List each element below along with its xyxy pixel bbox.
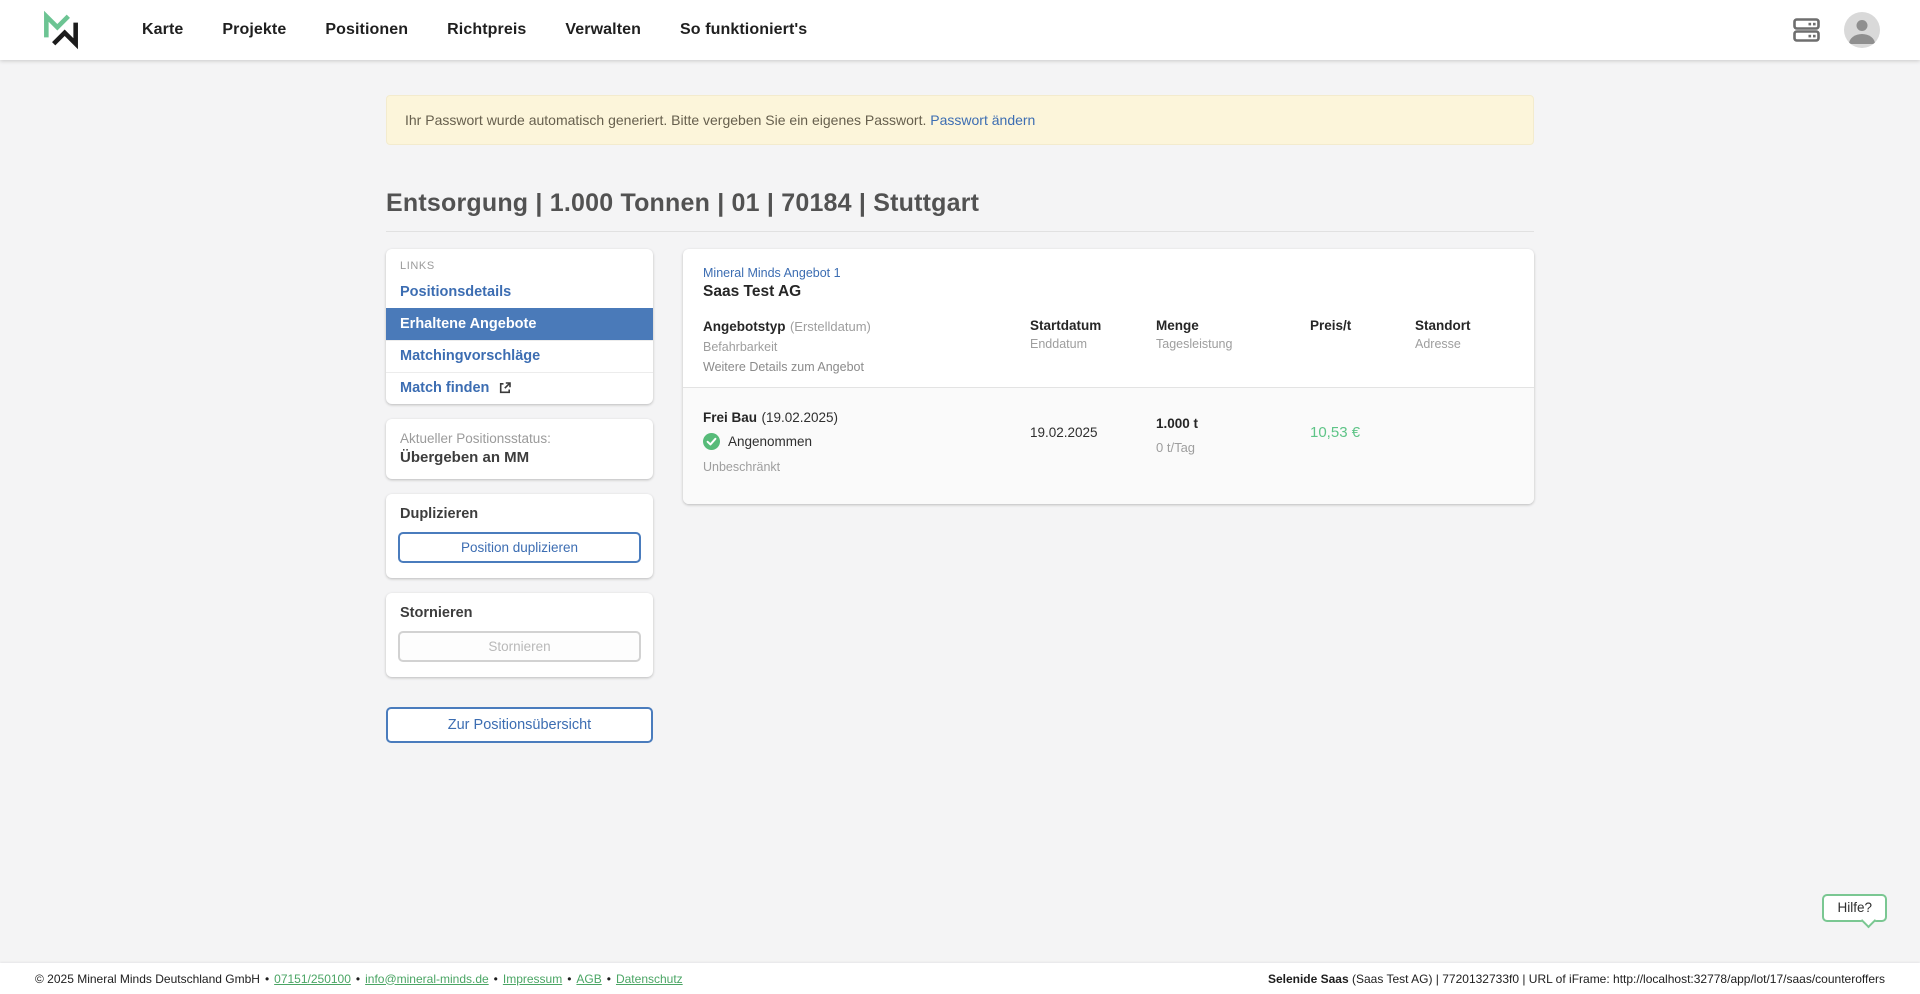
- nav-positionen[interactable]: Positionen: [325, 21, 409, 38]
- col-startdatum: Startdatum Enddatum: [1030, 318, 1156, 374]
- footer-datenschutz-link[interactable]: Datenschutz: [615, 971, 683, 986]
- sidebar-item-label: Matchingvorschläge: [400, 348, 541, 364]
- sidebar-item-positionsdetails[interactable]: Positionsdetails: [386, 277, 653, 308]
- app-header: Karte Projekte Positionen Richtpreis Ver…: [0, 0, 1920, 60]
- offer-price: 10,53 €: [1310, 424, 1361, 441]
- password-warning-banner: Ihr Passwort wurde automatisch generiert…: [386, 95, 1534, 145]
- server-icon[interactable]: [1793, 17, 1820, 43]
- col-standort: Standort Adresse: [1415, 318, 1514, 374]
- col-angebotstyp-label: Angebotstyp: [703, 319, 786, 334]
- footer-agb-link[interactable]: AGB: [576, 971, 602, 986]
- nav-richtpreis[interactable]: Richtpreis: [447, 21, 527, 38]
- status-card: Aktueller Positionsstatus: Übergeben an …: [386, 419, 653, 479]
- col-startdatum-label: Startdatum: [1030, 318, 1102, 333]
- offer-type: Frei Bau: [703, 410, 758, 425]
- sidebar: LINKS Positionsdetails Erhaltene Angebot…: [386, 249, 653, 743]
- help-button[interactable]: Hilfe?: [1822, 894, 1887, 922]
- banner-text: Ihr Passwort wurde automatisch generiert…: [405, 112, 927, 128]
- page-content: Ihr Passwort wurde automatisch generiert…: [386, 95, 1534, 743]
- cancel-title: Stornieren: [400, 605, 473, 621]
- main-nav: Karte Projekte Positionen Richtpreis Ver…: [142, 21, 1793, 39]
- footer-separator: •: [606, 971, 611, 986]
- duplicate-title: Duplizieren: [400, 506, 479, 522]
- footer-impressum-link[interactable]: Impressum: [502, 971, 563, 986]
- footer-session-details: (Saas Test AG) | 7720132733f0 | URL of i…: [1348, 971, 1885, 986]
- col-menge-label: Menge: [1156, 318, 1199, 333]
- nav-verwalten[interactable]: Verwalten: [565, 21, 641, 38]
- offer-table-header: Angebotstyp (Erstelldatum) Befahrbarkeit…: [683, 301, 1534, 387]
- page-title: Entsorgung | 1.000 Tonnen | 01 | 70184 |…: [386, 189, 980, 217]
- col-adresse-label: Adresse: [1415, 337, 1461, 351]
- person-icon: [1849, 20, 1875, 44]
- col-enddatum-label: Enddatum: [1030, 337, 1087, 351]
- footer-copyright: © 2025 Mineral Minds Deutschland GmbH: [35, 971, 260, 986]
- status-value: Übergeben an MM: [400, 449, 530, 466]
- cancel-card: Stornieren Stornieren: [386, 593, 653, 677]
- status-label: Aktueller Positionsstatus:: [400, 431, 551, 446]
- col-menge: Menge Tagesleistung: [1156, 318, 1310, 374]
- col-weitere-details-label: Weitere Details zum Angebot: [703, 360, 864, 374]
- mineral-minds-logo-icon: [44, 10, 78, 50]
- sidebar-item-label: Erhaltene Angebote: [400, 316, 537, 332]
- sidebar-item-matchingvorschlaege[interactable]: Matchingvorschläge: [386, 340, 653, 372]
- sidebar-item-label: Match finden: [400, 380, 490, 396]
- offer-status: Angenommen: [728, 434, 813, 449]
- nav-karte[interactable]: Karte: [142, 21, 184, 38]
- col-erstelldatum-label: (Erstelldatum): [789, 319, 871, 334]
- offer-created-date: (19.02.2025): [761, 410, 839, 425]
- offer-company: Saas Test AG: [703, 283, 802, 300]
- sidebar-item-erhaltene-angebote[interactable]: Erhaltene Angebote: [386, 308, 653, 340]
- password-change-link[interactable]: Passwort ändern: [930, 112, 1036, 128]
- offer-access: Unbeschränkt: [703, 460, 781, 474]
- col-standort-label: Standort: [1415, 318, 1471, 333]
- nav-projekte[interactable]: Projekte: [222, 21, 287, 38]
- footer-left: © 2025 Mineral Minds Deutschland GmbH • …: [35, 972, 683, 986]
- offer-start-date: 19.02.2025: [1030, 425, 1098, 440]
- offer-row-type-cell: Frei Bau (19.02.2025) Angenommen: [703, 409, 1030, 474]
- links-card: LINKS Positionsdetails Erhaltene Angebot…: [386, 249, 653, 404]
- footer-separator: •: [493, 971, 498, 986]
- links-card-header: LINKS: [400, 260, 435, 272]
- col-tagesleistung-label: Tagesleistung: [1156, 337, 1233, 351]
- offer-daily-rate: 0 t/Tag: [1156, 440, 1196, 455]
- footer-phone-link[interactable]: 07151/250100: [274, 971, 351, 986]
- footer-user: Selenide Saas: [1267, 971, 1349, 986]
- col-preis: Preis/t: [1310, 318, 1415, 374]
- offer-card: Mineral Minds Angebot 1 Saas Test AG Ang…: [683, 249, 1534, 504]
- offer-location-cell: [1415, 409, 1514, 474]
- mineral-minds-logo[interactable]: [38, 7, 84, 53]
- offer-tag-link[interactable]: Mineral Minds Angebot 1: [703, 266, 841, 280]
- accepted-check-icon: [703, 433, 720, 450]
- app-footer: © 2025 Mineral Minds Deutschland GmbH • …: [0, 963, 1920, 994]
- sidebar-item-label: Positionsdetails: [400, 284, 512, 300]
- nav-so-funktionierts[interactable]: So funktioniert's: [680, 21, 808, 38]
- duplicate-card: Duplizieren Position duplizieren: [386, 494, 653, 578]
- duplicate-position-button[interactable]: Position duplizieren: [398, 532, 641, 563]
- user-avatar[interactable]: [1844, 12, 1880, 48]
- col-preis-label: Preis/t: [1310, 318, 1352, 333]
- title-divider: [386, 231, 1534, 232]
- col-angebotstyp: Angebotstyp (Erstelldatum) Befahrbarkeit…: [703, 318, 1030, 374]
- footer-email-link[interactable]: info@mineral-minds.de: [365, 971, 489, 986]
- footer-session-info: Selenide Saas (Saas Test AG) | 772013273…: [1268, 972, 1885, 986]
- footer-separator: •: [355, 971, 361, 986]
- external-link-icon: [498, 381, 512, 395]
- sidebar-item-match-finden[interactable]: Match finden: [386, 372, 653, 404]
- col-befahrbarkeit-label: Befahrbarkeit: [703, 340, 778, 354]
- offer-amount-cell: 1.000 t 0 t/Tag: [1156, 409, 1310, 474]
- offer-row[interactable]: Frei Bau (19.02.2025) Angenommen: [683, 387, 1534, 504]
- footer-separator: •: [567, 971, 572, 986]
- position-overview-button[interactable]: Zur Positionsübersicht: [386, 707, 653, 743]
- cancel-button[interactable]: Stornieren: [398, 631, 641, 662]
- header-icons: [1793, 12, 1880, 48]
- offer-amount: 1.000 t: [1156, 416, 1199, 431]
- footer-separator: •: [264, 971, 270, 986]
